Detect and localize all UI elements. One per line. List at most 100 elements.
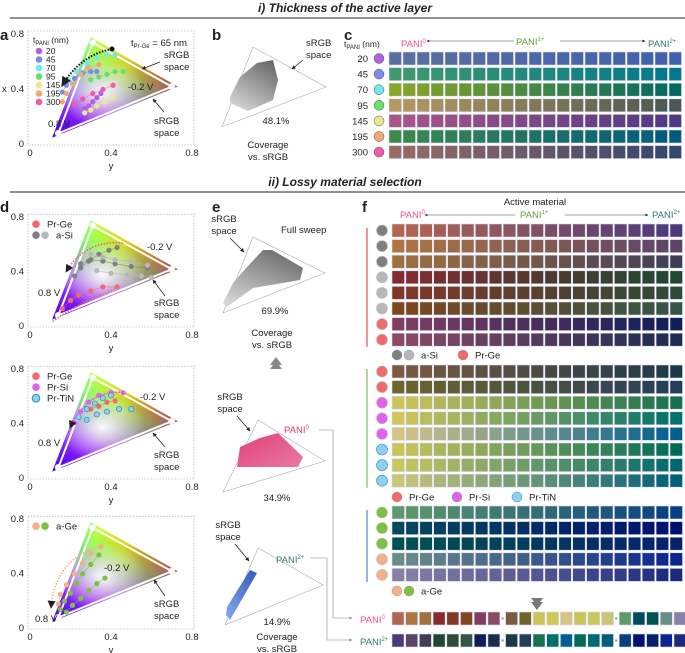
color-swatch <box>669 301 683 316</box>
color-swatch <box>626 114 640 128</box>
srgb-label: sRGB <box>215 520 240 531</box>
color-swatch <box>472 114 486 128</box>
data-series <box>71 82 116 108</box>
color-swatch <box>461 411 475 426</box>
color-swatch <box>419 473 433 488</box>
grid-row: 20 <box>357 51 682 66</box>
color-swatch <box>461 317 475 331</box>
data-series <box>83 406 135 423</box>
data-series <box>78 257 151 271</box>
data-point <box>88 68 94 75</box>
pani0-label: PANI0 <box>284 425 309 436</box>
color-swatch <box>586 442 600 457</box>
color-swatch <box>405 568 419 582</box>
color-swatch <box>530 536 544 551</box>
coverage-label: vs. sRGB <box>257 644 297 653</box>
color-swatch <box>447 254 461 269</box>
color-swatch <box>556 67 570 81</box>
color-swatch <box>632 633 646 648</box>
srgb-vertex <box>54 613 62 621</box>
color-swatch <box>433 568 447 582</box>
y-tick-label: 0 <box>19 321 24 332</box>
color-swatch <box>488 380 503 394</box>
srgb-label: sRGB <box>154 450 179 461</box>
color-swatch <box>669 552 683 567</box>
color-swatch <box>544 521 558 535</box>
color-swatch <box>402 98 416 113</box>
data-point <box>86 103 92 109</box>
gamut-triangle <box>52 372 178 472</box>
color-swatch <box>516 552 530 567</box>
data-point <box>88 251 94 257</box>
color-swatch <box>598 82 612 97</box>
color-swatch <box>502 427 517 441</box>
color-swatch <box>556 82 570 97</box>
color-swatch <box>618 633 632 648</box>
color-swatch <box>486 51 500 66</box>
color-swatch <box>518 611 532 626</box>
color-swatch <box>614 505 628 520</box>
voltage-label-neg: -0.2 V <box>128 82 154 93</box>
color-swatch <box>586 552 600 567</box>
color-swatch <box>502 411 517 426</box>
color-swatch <box>514 129 528 144</box>
color-swatch <box>502 286 517 300</box>
legend-marker <box>32 231 40 239</box>
color-swatch <box>528 129 542 144</box>
color-swatch <box>558 317 572 331</box>
color-swatch <box>626 51 640 66</box>
legend-marker <box>391 349 403 361</box>
color-swatch <box>614 395 628 410</box>
data-point <box>128 258 134 264</box>
color-swatch <box>447 364 461 379</box>
color-swatch <box>544 317 558 331</box>
gamut-shape <box>226 570 257 620</box>
grid-row: 95 <box>357 98 682 113</box>
data-point <box>88 107 94 113</box>
color-swatch <box>558 270 572 285</box>
color-swatch <box>391 332 405 347</box>
data-point <box>114 284 120 290</box>
color-swatch <box>586 568 600 582</box>
color-swatch <box>433 270 447 285</box>
color-swatch <box>627 552 642 567</box>
color-swatch <box>488 552 503 567</box>
color-swatch <box>516 536 530 551</box>
color-swatch <box>627 254 642 269</box>
pani0-label: PANI0 <box>400 210 425 221</box>
gamut-shape <box>230 60 278 111</box>
color-swatch <box>502 223 517 238</box>
color-swatch <box>556 129 570 144</box>
color-swatch <box>641 270 656 285</box>
color-swatch <box>668 98 682 113</box>
color-swatch <box>516 458 530 472</box>
color-swatch <box>402 51 416 66</box>
material-marker <box>376 459 388 471</box>
color-swatch <box>388 129 402 144</box>
color-swatch <box>458 67 472 81</box>
color-swatch <box>444 98 458 113</box>
srgb-vertex <box>54 463 62 471</box>
color-swatch <box>532 633 546 648</box>
color-swatch <box>461 473 475 488</box>
color-swatch <box>447 270 461 285</box>
legend-marker <box>32 220 40 228</box>
color-swatch <box>654 98 668 113</box>
color-swatch <box>475 223 489 238</box>
color-swatch <box>446 611 460 626</box>
color-swatch <box>544 427 558 441</box>
color-swatch <box>530 239 544 253</box>
srgb-vertex <box>89 524 97 532</box>
legend-label: Pr-TiN <box>47 394 74 405</box>
color-swatch <box>572 254 586 269</box>
color-swatch <box>472 82 486 97</box>
color-swatch <box>516 411 530 426</box>
color-swatch <box>487 633 501 648</box>
color-swatch <box>405 521 419 535</box>
legend-label: a-Ge <box>421 587 442 598</box>
data-point <box>67 590 74 596</box>
thickness-label: 45 <box>357 70 368 81</box>
color-swatch <box>518 633 532 648</box>
legend-label: 45 <box>46 55 56 65</box>
color-swatch <box>447 427 461 441</box>
